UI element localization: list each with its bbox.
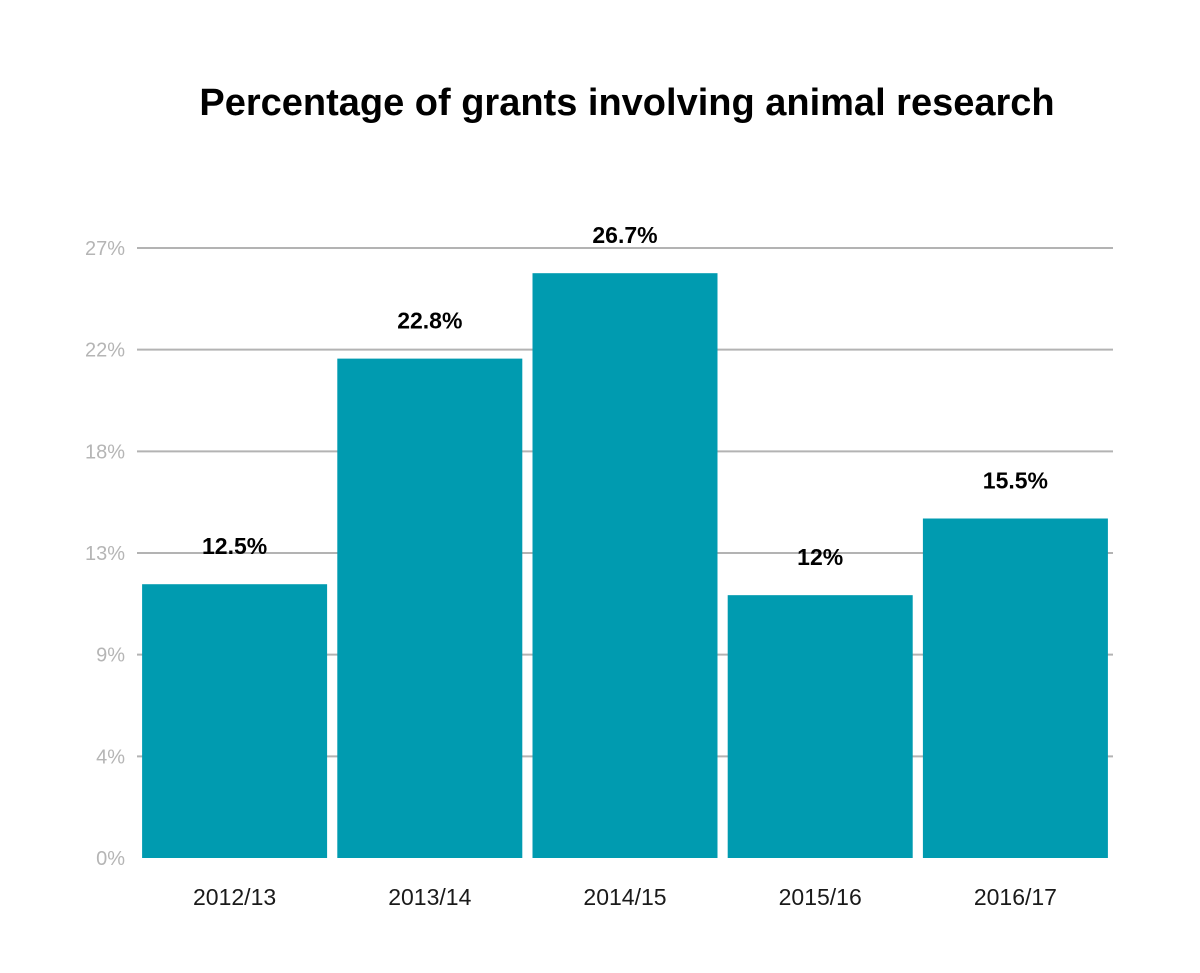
y-tick-label: 4% (96, 746, 125, 768)
bar (532, 273, 718, 859)
chart-title: Percentage of grants involving animal re… (199, 82, 1055, 124)
x-tick-label: 2013/14 (388, 884, 471, 910)
y-tick-label: 27% (85, 238, 125, 260)
y-tick-label: 13% (85, 543, 125, 565)
y-tick-label: 0% (96, 848, 125, 870)
bar (337, 358, 523, 858)
y-tick-label: 18% (85, 441, 125, 463)
bar (922, 518, 1108, 858)
data-labels: 12.5% 22.8% 26.7% 12% 15.5% (202, 222, 1048, 570)
y-axis-ticks: 0% 4% 9% 13% 18% 22% 27% (85, 238, 125, 870)
data-label: 26.7% (592, 222, 657, 248)
data-label: 15.5% (983, 468, 1048, 494)
x-tick-label: 2014/15 (583, 884, 666, 910)
x-tick-label: 2016/17 (974, 884, 1057, 910)
data-label: 12% (797, 544, 843, 570)
data-label: 12.5% (202, 533, 267, 559)
y-tick-label: 22% (85, 340, 125, 362)
bar (727, 595, 913, 858)
y-tick-label: 9% (96, 645, 125, 667)
x-tick-label: 2012/13 (193, 884, 276, 910)
data-label: 22.8% (397, 308, 462, 334)
bars (142, 273, 1108, 859)
x-tick-label: 2015/16 (779, 884, 862, 910)
bar (142, 584, 328, 858)
x-axis-ticks: 2012/13 2013/14 2014/15 2015/16 2016/17 (193, 884, 1057, 910)
